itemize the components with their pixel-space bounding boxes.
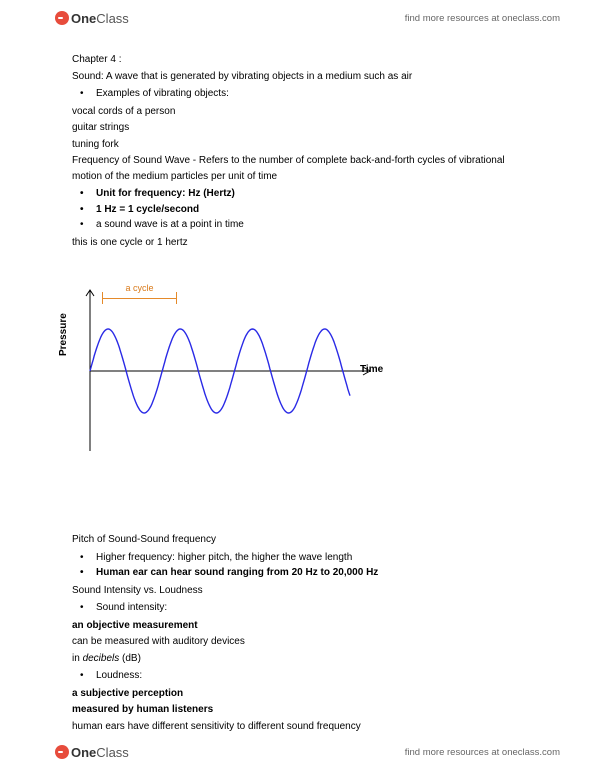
logo-text-suffix: Class — [96, 11, 129, 26]
loudness-bullet: Loudness: — [72, 668, 535, 684]
si-decibels-italic: decibels — [83, 653, 120, 664]
page-header: OneClass find more resources at oneclass… — [0, 4, 595, 32]
sine-wave-chart: Pressure Time a cycle — [62, 276, 392, 456]
footer-logo-prefix: One — [71, 745, 96, 760]
loud-measured-by: measured by human listeners — [72, 702, 535, 718]
frequency-definition: Frequency of Sound Wave - Refers to the … — [72, 153, 535, 184]
y-axis-label: Pressure — [56, 313, 72, 356]
examples-list: Examples of vibrating objects: — [72, 86, 535, 102]
frequency-bullets: Unit for frequency: Hz (Hertz) 1 Hz = 1 … — [72, 186, 535, 233]
intensity-heading: Sound Intensity vs. Loudness — [72, 583, 535, 599]
examples-label: Examples of vibrating objects: — [96, 86, 535, 102]
si-objective: an objective measurement — [72, 618, 535, 634]
pitch-hearing-range: Human ear can hear sound ranging from 20… — [96, 565, 535, 581]
pitch-bullets: Higher frequency: higher pitch, the high… — [72, 550, 535, 581]
example-vocal-cords: vocal cords of a person — [72, 104, 535, 120]
freq-unit: Unit for frequency: Hz (Hertz) — [96, 186, 535, 202]
footer-link[interactable]: find more resources at oneclass.com — [405, 747, 560, 758]
loudness-label: Loudness: — [96, 668, 535, 684]
footer-logo-icon — [55, 745, 69, 759]
header-link[interactable]: find more resources at oneclass.com — [405, 13, 560, 24]
pitch-heading: Pitch of Sound-Sound frequency — [72, 532, 535, 548]
footer-logo-suffix: Class — [96, 745, 129, 760]
loud-sensitivity: human ears have different sensitivity to… — [72, 719, 535, 735]
logo-text: OneClass — [71, 11, 129, 26]
content-section-1: Chapter 4 : Sound: A wave that is genera… — [72, 52, 535, 476]
footer-logo-text: OneClass — [71, 745, 129, 760]
page-footer: OneClass find more resources at oneclass… — [0, 738, 595, 766]
pitch-higher-freq: Higher frequency: higher pitch, the high… — [96, 550, 535, 566]
example-guitar-strings: guitar strings — [72, 120, 535, 136]
sound-intensity-label: Sound intensity: — [96, 600, 535, 616]
si-measured: can be measured with auditory devices — [72, 634, 535, 650]
logo: OneClass — [55, 11, 129, 26]
loud-subjective: a subjective perception — [72, 686, 535, 702]
logo-text-prefix: One — [71, 11, 96, 26]
sound-definition: Sound: A wave that is generated by vibra… — [72, 69, 535, 85]
sound-intensity-bullet: Sound intensity: — [72, 600, 535, 616]
si-decibels-pre: in — [72, 653, 83, 664]
content-section-2: Pitch of Sound-Sound frequency Higher fr… — [72, 532, 535, 735]
cycle-caption: this is one cycle or 1 hertz — [72, 235, 535, 251]
freq-1hz: 1 Hz = 1 cycle/second — [96, 202, 535, 218]
si-decibels-post: (dB) — [119, 653, 141, 664]
chapter-heading: Chapter 4 : — [72, 52, 535, 68]
example-tuning-fork: tuning fork — [72, 137, 535, 153]
sine-wave-svg — [80, 286, 380, 456]
si-decibels: in decibels (dB) — [72, 651, 535, 667]
freq-point-in-time: a sound wave is at a point in time — [96, 217, 535, 233]
logo-icon — [55, 11, 69, 25]
footer-logo: OneClass — [55, 745, 129, 760]
